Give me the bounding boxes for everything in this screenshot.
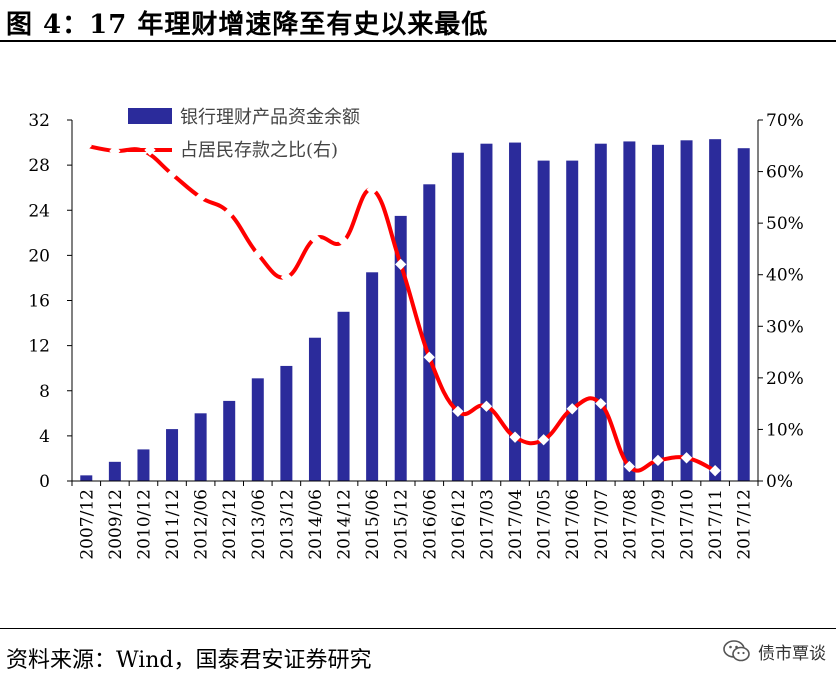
watermark-label: 债市覃谈: [758, 643, 826, 664]
legend-swatch-bar: [128, 108, 172, 124]
x-tick-label: 2017/05: [535, 489, 555, 560]
title-bar: 图 4：17 年理财增速降至有史以来最低: [0, 0, 836, 42]
y-right-tick-label: 60%: [766, 163, 804, 183]
bar-2016/06: [423, 184, 436, 481]
y-right-tick-label: 30%: [766, 317, 804, 337]
x-tick-label: 2017/07: [592, 489, 612, 560]
bar-2013/06: [251, 378, 264, 481]
line-point: [423, 351, 435, 363]
line-point: [680, 452, 693, 464]
y-left-tick-label: 8: [39, 382, 50, 402]
bar-2009/12: [108, 461, 121, 481]
line-point: [395, 258, 407, 271]
chart: 0 4 8 12 16 20 24 28 32 0% 10% 20% 30% 40% 50% 60% 70% 20…: [28, 107, 804, 560]
x-tick-label: 2014/06: [306, 489, 326, 560]
bar-2015/06: [366, 272, 379, 481]
y-right-tick-label: 50%: [766, 214, 804, 234]
line-point: [709, 465, 721, 477]
bar-2017/12: [737, 148, 750, 481]
x-tick-label: 2017/08: [620, 489, 640, 560]
line-point: [623, 460, 636, 473]
bar-2017/10: [680, 140, 693, 481]
line-point: [566, 403, 578, 415]
y-left-tick-label: 32: [28, 111, 50, 131]
line-point: [452, 405, 464, 418]
x-tick-label: 2011/12: [163, 489, 183, 560]
bar-2017/03: [480, 143, 493, 482]
watermark: 债市覃谈: [722, 636, 826, 666]
y-right-tick-label: 40%: [766, 266, 804, 286]
y-right-tick-label: 10%: [766, 420, 804, 440]
x-tick-label: 2017/04: [506, 489, 526, 560]
line-point: [223, 207, 235, 219]
line-point: [80, 140, 92, 152]
x-tick-label: 2014/12: [335, 489, 355, 560]
x-tick-label: 2012/06: [192, 489, 212, 560]
x-tick-label: 2016/12: [449, 489, 469, 560]
x-tick-label: 2017/12: [735, 489, 755, 560]
page-title: 图 4：17 年理财增速降至有史以来最低: [6, 10, 489, 40]
legend-label-line: 占居民存款之比(右): [180, 140, 338, 161]
x-tick-label: 2009/12: [106, 489, 126, 560]
y-left-tick-label: 24: [28, 201, 50, 221]
y-left-tick-label: 0: [39, 472, 50, 492]
x-tick-label: 2012/12: [220, 489, 240, 560]
y-left-tick-label: 4: [39, 427, 50, 447]
y-right-tick-label: 20%: [766, 369, 804, 389]
line-point: [595, 397, 607, 410]
bar-2014/12: [337, 311, 350, 481]
bar-2012/06: [194, 413, 207, 481]
bar-2012/12: [223, 400, 236, 481]
y-left-tick-label: 20: [28, 246, 50, 266]
line-point: [166, 168, 178, 180]
legend-label-bar: 银行理财产品资金余额: [180, 107, 360, 128]
x-tick-label: 2016/06: [420, 489, 440, 560]
bar-2017/04: [509, 142, 522, 481]
x-tick-label: 2015/12: [392, 489, 412, 560]
line-point: [537, 434, 550, 446]
x-tick-label: 2017/09: [649, 489, 669, 560]
x-tick-label: 2013/12: [277, 489, 297, 560]
bar-2017/08: [623, 141, 636, 481]
line-point: [337, 235, 350, 247]
bar-2017/09: [651, 144, 664, 481]
wechat-icon: [723, 640, 750, 662]
y-right-tick-label: 70%: [766, 111, 804, 131]
y-left-tick-label: 16: [28, 292, 50, 312]
line-point: [194, 191, 207, 204]
x-tick-label: 2017/11: [706, 489, 726, 560]
bar-2017/06: [566, 160, 579, 482]
bar-2013/12: [280, 365, 293, 481]
bar-2007/12: [80, 475, 93, 481]
x-tick-label: 2017/06: [563, 489, 583, 560]
y-left-tick-label: 12: [28, 337, 50, 357]
y-right-tick-label: 0%: [766, 472, 793, 492]
x-tick-label: 2013/06: [249, 489, 269, 560]
source-note: 资料来源：Wind，国泰君安证券研究: [6, 648, 372, 673]
x-tick-label: 2007/12: [77, 489, 97, 560]
bar-2010/12: [137, 449, 150, 481]
bar-2017/11: [709, 139, 722, 481]
line-point: [366, 183, 378, 196]
bar-2014/06: [308, 337, 321, 481]
line-point: [309, 232, 321, 245]
line-point: [280, 271, 293, 283]
bar-2017/05: [537, 160, 550, 482]
line-point: [480, 400, 493, 412]
line-point: [109, 145, 121, 157]
x-tick-label: 2015/06: [363, 489, 383, 560]
x-tick-label: 2017/03: [477, 489, 497, 560]
bar-2011/12: [166, 429, 179, 481]
x-tick-label: 2010/12: [134, 489, 154, 560]
footer-divider: [0, 628, 836, 629]
line-point: [252, 248, 264, 260]
line-point: [652, 454, 664, 467]
bar-2015/12: [394, 215, 407, 481]
y-left-tick-label: 28: [28, 156, 50, 176]
x-tick-label: 2017/10: [678, 489, 698, 560]
bar-2017/07: [594, 143, 607, 482]
bar-2016/12: [451, 152, 464, 481]
